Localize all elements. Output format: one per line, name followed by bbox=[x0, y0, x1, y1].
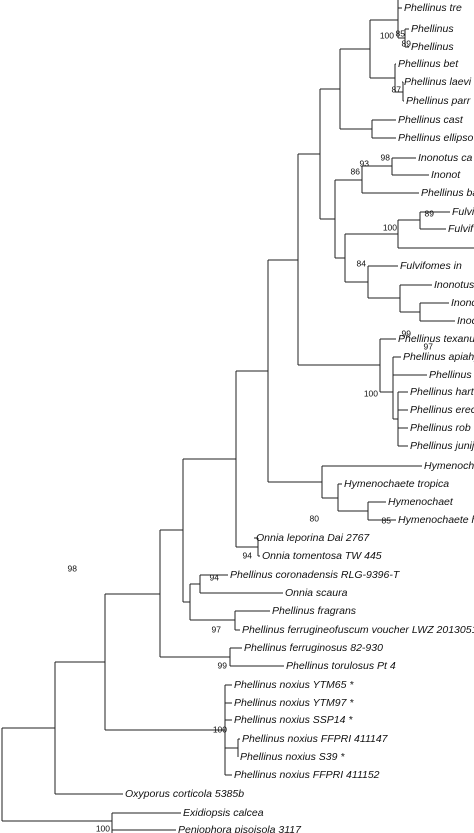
bootstrap-value: 80 bbox=[310, 513, 320, 523]
leaf-label: Fulvi bbox=[452, 206, 474, 218]
leaf-label: Phellinus texanu bbox=[398, 333, 474, 345]
bootstrap-value: 94 bbox=[243, 550, 253, 560]
leaf-label: Onnia tomentosa TW 445 bbox=[262, 550, 382, 562]
leaf-label: Phellinus ellipso bbox=[398, 132, 473, 144]
leaf-label: Phellinus laevi bbox=[404, 76, 472, 88]
leaf-label: Phellinus rob bbox=[410, 422, 471, 434]
leaf-label: Phellinus hart bbox=[410, 386, 474, 398]
leaf-label: Phellinus noxius FFPRI 411152 bbox=[234, 769, 380, 781]
leaf-label: Exidiopsis calcea bbox=[183, 807, 264, 819]
leaf-label: Phellinus parr bbox=[406, 95, 471, 107]
bootstrap-value: 85 bbox=[382, 515, 392, 525]
leaf-label: Fulvifomes in bbox=[400, 260, 462, 272]
leaf-label: Phellinus bet bbox=[398, 58, 459, 70]
leaf-label: Phellinus bbox=[429, 369, 472, 381]
leaf-label: Phellinus ba bbox=[421, 187, 474, 199]
leaf-label: Phellinus bbox=[411, 23, 454, 35]
bootstrap-value: 97 bbox=[424, 341, 434, 351]
bootstrap-value: 100 bbox=[364, 388, 378, 398]
leaf-label: Phellinus noxius YTM65 * bbox=[234, 679, 354, 691]
leaf-label: Inoc bbox=[457, 315, 474, 327]
leaf-label: Oxyporus corticola 5385b bbox=[125, 788, 244, 800]
leaf-label: Phellinus noxius FFPRI 411147 bbox=[242, 733, 389, 745]
leaf-label: Phellinus fragrans bbox=[272, 605, 357, 617]
bootstrap-value: 89 bbox=[402, 38, 412, 48]
leaf-label: Phellinus noxius SSP14 * bbox=[234, 714, 353, 726]
leaf-label: Hymenochaete tropica bbox=[344, 478, 449, 490]
leaf-label: Fulvif bbox=[448, 223, 474, 235]
bootstrap-value: 85 bbox=[396, 28, 406, 38]
leaf-label: Phellinus noxius S39 * bbox=[240, 751, 345, 763]
bootstrap-value: 100 bbox=[213, 724, 227, 734]
leaf-label: Inonot bbox=[431, 169, 461, 181]
leaf-label: Phellinus erec bbox=[410, 404, 474, 416]
bootstrap-value: 100 bbox=[380, 30, 394, 40]
leaf-label: Onnia leporina Dai 2767 bbox=[256, 532, 370, 544]
bootstrap-value: 86 bbox=[351, 166, 361, 176]
leaf-label: Phellinus tre bbox=[404, 2, 462, 14]
leaf-label: Phellinus torulosus Pt 4 bbox=[286, 660, 396, 672]
leaf-label: Peniophora pisoisola 3117 bbox=[178, 824, 302, 833]
bootstrap-value: 97 bbox=[212, 624, 222, 634]
leaf-label: Hymenochaete h bbox=[398, 514, 474, 526]
bootstrap-value: 87 bbox=[392, 84, 402, 94]
bootstrap-value: 100 bbox=[96, 823, 110, 833]
leaf-label: Inonotus ca bbox=[418, 152, 472, 164]
leaf-label: Phellinus bbox=[411, 41, 454, 53]
leaf-label: Phellinus ferrugineofuscum voucher LWZ 2… bbox=[242, 624, 474, 636]
bootstrap-value: 98 bbox=[381, 152, 391, 162]
leaf-label: Phellinus junij bbox=[410, 440, 474, 452]
leaf-label: Onnia scaura bbox=[285, 587, 348, 599]
bootstrap-value: 94 bbox=[210, 572, 220, 582]
bootstrap-value: 89 bbox=[425, 208, 435, 218]
bootstrap-value: 100 bbox=[383, 222, 397, 232]
bootstrap-value: 98 bbox=[68, 563, 78, 573]
leaf-label: Hymenoche bbox=[424, 460, 474, 472]
bootstrap-value: 93 bbox=[360, 158, 370, 168]
leaf-label: Phellinus ferruginosus 82-930 bbox=[244, 642, 383, 654]
leaf-label: Phellinus apiahy bbox=[403, 351, 474, 363]
bootstrap-value: 99 bbox=[218, 660, 228, 670]
bootstrap-value: 99 bbox=[402, 328, 412, 338]
leaf-label: Inonc bbox=[451, 297, 474, 309]
bootstrap-value: 84 bbox=[357, 258, 367, 268]
leaf-label: Phellinus coronadensis RLG-9396-T bbox=[230, 569, 401, 581]
leaf-label: Phellinus noxius YTM97 * bbox=[234, 697, 354, 709]
leaf-label: Phellinus cast bbox=[398, 114, 464, 126]
leaf-label: Inonotus bbox=[434, 279, 474, 291]
leaf-label: Hymenochaet bbox=[388, 496, 454, 508]
